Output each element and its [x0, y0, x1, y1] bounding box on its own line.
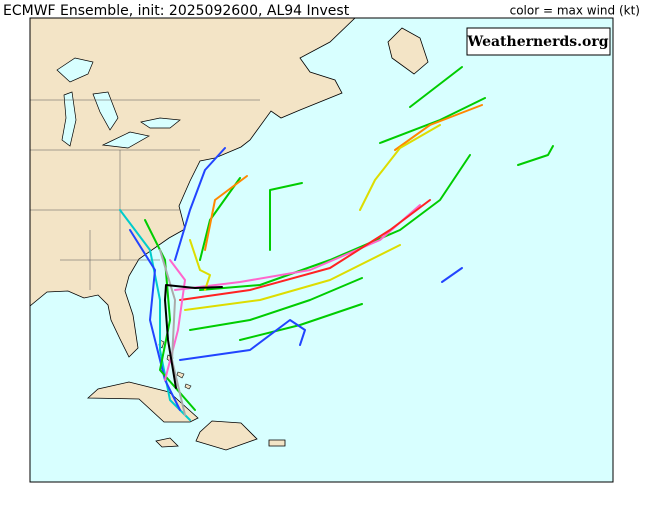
track: [144, 219, 196, 411]
track: [189, 239, 211, 291]
track: [269, 182, 303, 251]
frame: [29, 17, 614, 483]
great-lakes: [56, 57, 181, 149]
legend-note: color = max wind (kt): [510, 4, 640, 18]
cuba: [86, 381, 199, 423]
track: [174, 147, 226, 261]
track: [159, 249, 186, 416]
track: [409, 66, 463, 108]
newfoundland: [387, 27, 429, 75]
puerto-rico: [268, 439, 286, 447]
track: [179, 319, 306, 361]
watermark: Weathernerds.org: [467, 34, 609, 50]
track: [129, 229, 181, 411]
track: [394, 104, 483, 151]
hispaniola: [195, 420, 258, 451]
track: [239, 303, 363, 341]
track: [204, 175, 248, 251]
title: ECMWF Ensemble, init: 2025092600, AL94 I…: [3, 3, 350, 19]
watermark-box: [466, 27, 611, 56]
track: [179, 199, 431, 301]
track: [184, 244, 401, 311]
track: [441, 267, 463, 283]
track: [119, 209, 191, 421]
borders: [30, 99, 260, 290]
track: [359, 124, 441, 211]
mean-track: [164, 284, 223, 389]
map-area: [30, 18, 613, 482]
track: [379, 97, 486, 144]
tracks: [119, 66, 554, 421]
track: [517, 145, 554, 166]
track: [189, 277, 363, 331]
jamaica: [155, 437, 179, 448]
